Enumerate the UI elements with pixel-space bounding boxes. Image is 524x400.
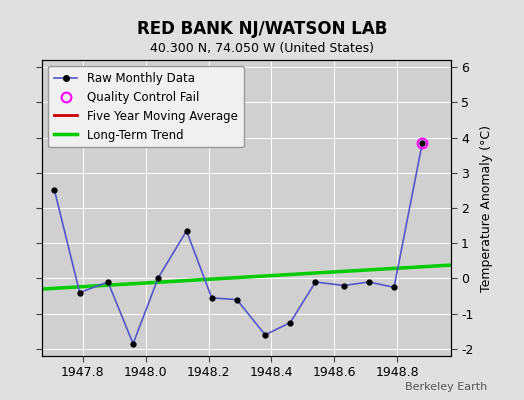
Text: Berkeley Earth: Berkeley Earth xyxy=(405,382,487,392)
Legend: Raw Monthly Data, Quality Control Fail, Five Year Moving Average, Long-Term Tren: Raw Monthly Data, Quality Control Fail, … xyxy=(48,66,244,148)
Y-axis label: Temperature Anomaly (°C): Temperature Anomaly (°C) xyxy=(481,124,494,292)
Text: 40.300 N, 74.050 W (United States): 40.300 N, 74.050 W (United States) xyxy=(150,42,374,55)
Text: RED BANK NJ/WATSON LAB: RED BANK NJ/WATSON LAB xyxy=(137,20,387,38)
